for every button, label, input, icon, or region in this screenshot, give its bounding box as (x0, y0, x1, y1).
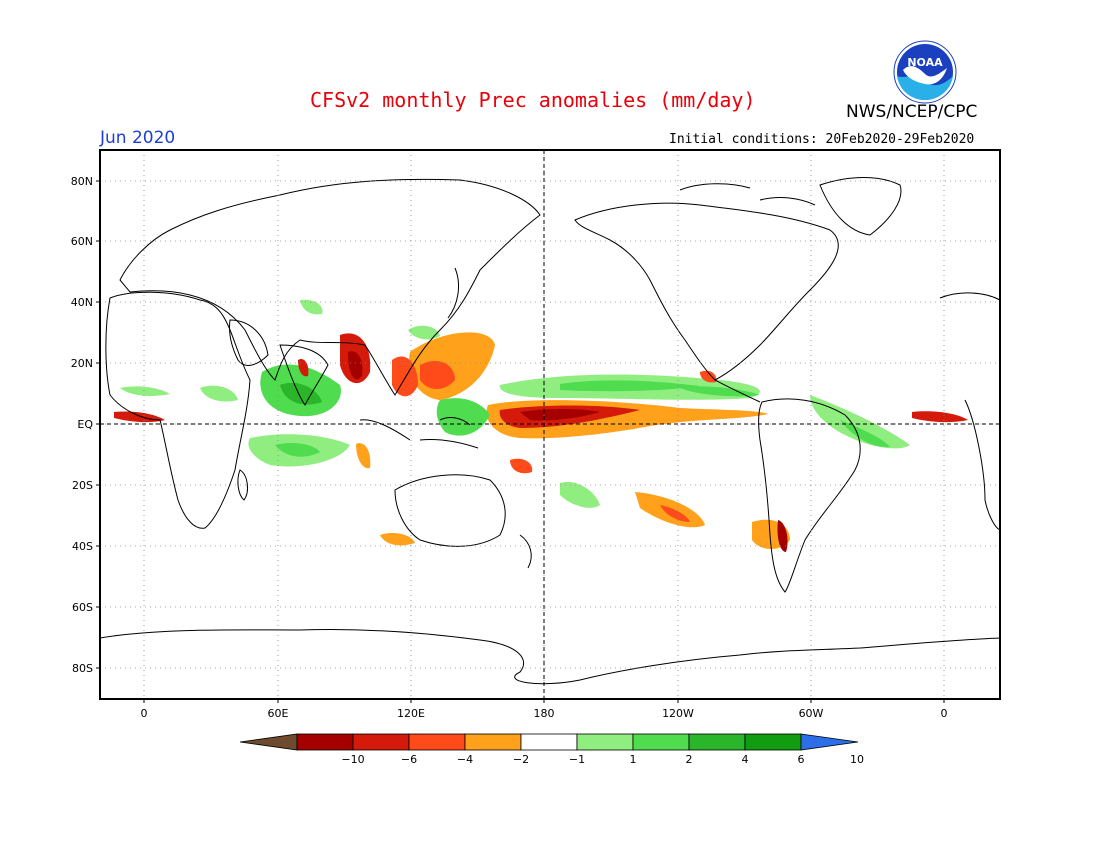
anomaly-dry-australia-ne (510, 458, 533, 474)
lat-label: 20S (72, 479, 93, 492)
anomaly-dry-bengal-core (348, 351, 363, 380)
lon-label: 60W (799, 707, 824, 720)
anomaly-wet-south-indian-core (275, 442, 320, 457)
anomaly-dry-wpac-core (420, 360, 455, 389)
lat-label: 80S (72, 662, 93, 675)
noaa-logo-icon: NOAA (893, 40, 957, 104)
coastline-south-america (758, 398, 861, 593)
coastline-africa-east-wrap (939, 292, 1001, 531)
coastline-greenland (819, 177, 902, 236)
coastline-africa (105, 291, 251, 529)
anomaly-wet-china (408, 325, 440, 340)
coastline-india (279, 344, 329, 406)
anomaly-wet-mideast (300, 299, 323, 315)
lat-label: EQ (77, 418, 93, 431)
colorbar-arrow-low (239, 733, 298, 751)
colorbar-swatch (688, 733, 746, 751)
anomaly-dry-sumatra (356, 443, 371, 469)
lat-label: 60S (72, 601, 93, 614)
lon-label: 120W (662, 707, 694, 720)
anomaly-dry-south-pacific-core (660, 505, 690, 522)
noaa-logo-text: NOAA (907, 56, 943, 69)
colorbar-label: −10 (341, 753, 364, 766)
colorbar-swatch (576, 733, 634, 751)
forecast-month: Jun 2020 (100, 128, 176, 148)
lon-label: 60E (268, 707, 289, 720)
colorbar-label: 1 (630, 753, 637, 766)
lat-label: 60N (71, 235, 93, 248)
lon-label: 120E (397, 707, 425, 720)
colorbar-label: 10 (850, 753, 864, 766)
colorbar-label: −1 (569, 753, 585, 766)
lon-label: 0 (941, 707, 948, 720)
coastline-new-zealand (519, 534, 532, 569)
colorbar-swatch (352, 733, 410, 751)
colorbar-swatch (296, 733, 354, 751)
longitude-labels: 0 60E 120E 180 120W 60W 0 (141, 699, 948, 720)
colorbar-label: −2 (513, 753, 529, 766)
colorbar-swatch (632, 733, 690, 751)
anomaly-wet-itcz-core (560, 380, 700, 392)
colorbar: −10 −6 −4 −2 −1 1 2 4 6 10 (239, 733, 864, 766)
anomaly-dry-caribbean (700, 370, 717, 383)
anomaly-wet-maritime (436, 398, 490, 436)
anomaly-wet-south-pacific (560, 481, 600, 508)
colorbar-swatch (744, 733, 802, 751)
lon-label: 0 (141, 707, 148, 720)
coastline-north-america (574, 202, 839, 381)
coastline-arabia (229, 319, 269, 366)
colorbar-label: 6 (798, 753, 805, 766)
lon-label: 180 (534, 707, 555, 720)
lat-label: 80N (71, 175, 93, 188)
lat-label: 40N (71, 296, 93, 309)
anomaly-dry-east-atlantic (912, 411, 968, 423)
anomaly-wet-pacific-east (680, 386, 760, 397)
colorbar-swatch (464, 733, 522, 751)
lat-label: 20N (71, 357, 93, 370)
colorbar-label: −4 (457, 753, 473, 766)
coastline-central-america (714, 379, 761, 403)
colorbar-label: −6 (401, 753, 417, 766)
coastlines (99, 177, 1001, 685)
anomaly-wet-atlantic (810, 395, 910, 449)
coastline-madagascar (237, 469, 248, 501)
colorbar-swatch (408, 733, 466, 751)
figure-title: CFSv2 monthly Prec anomalies (mm/day) (310, 88, 756, 112)
coastline-japan (447, 267, 459, 319)
lat-label: 40S (72, 540, 93, 553)
anomaly-dry-pacific-inner (520, 409, 600, 421)
coastline-antarctica (99, 629, 1001, 685)
latitude-labels: 80N 60N 40N 20N EQ 20S 40S 60S 80S (71, 175, 100, 675)
anomaly-dry-australia-s (380, 532, 415, 546)
colorbar-arrow-high (800, 733, 859, 751)
agency-label: NWS/NCEP/CPC (846, 102, 978, 122)
initial-conditions: Initial conditions: 20Feb2020-29Feb2020 (669, 132, 975, 147)
anomaly-wet-atlantic-core (840, 420, 890, 448)
colorbar-label: 4 (742, 753, 749, 766)
coastline-indonesia (359, 417, 479, 449)
coastline-australia (394, 474, 506, 547)
anomaly-wet-east-africa (200, 385, 238, 402)
anomaly-wet-indian-core (280, 382, 322, 405)
coastline-arctic-islands (679, 183, 816, 206)
anomaly-dry-chile-core (777, 520, 788, 552)
colorbar-label: 2 (686, 753, 693, 766)
coastline-eurasia (119, 178, 541, 396)
anomaly-wet-sahel (120, 386, 170, 396)
colorbar-swatch (520, 733, 578, 751)
